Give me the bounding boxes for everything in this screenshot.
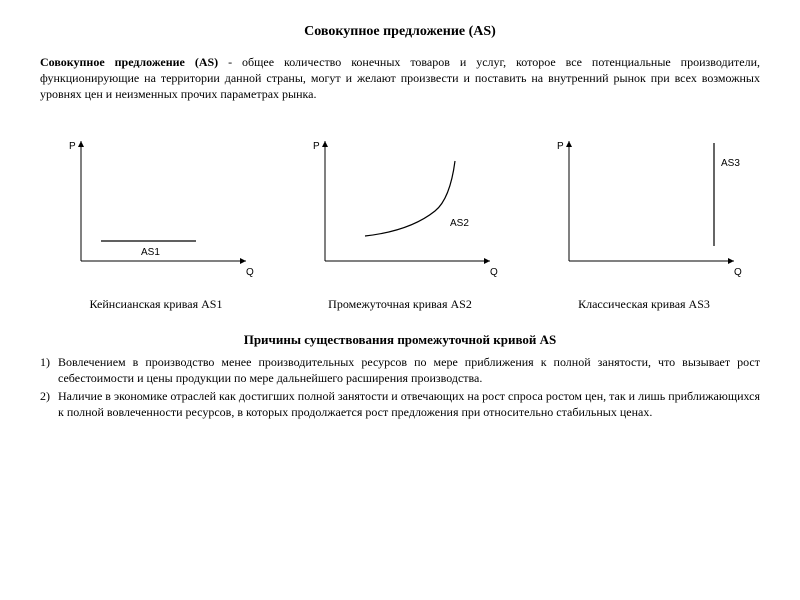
curve-label-as3: AS3	[721, 158, 740, 169]
page-title: Совокупное предложение (AS)	[40, 24, 760, 40]
chart-intermediate: P Q AS2 Промежуточная кривая AS2	[284, 131, 516, 312]
caption-as3: Классическая кривая AS3	[578, 297, 710, 312]
chart-keynesian: P Q AS1 Кейнсианская кривая AS1	[40, 131, 272, 312]
reasons-heading: Причины существования промежуточной крив…	[40, 332, 760, 348]
y-axis-label: P	[69, 141, 76, 152]
chart-classical: P Q AS3 Классическая кривая AS3	[528, 131, 760, 312]
definition-term: Совокупное предложение (AS)	[40, 55, 218, 69]
x-axis-label: Q	[734, 267, 742, 278]
reason-text: Наличие в экономике отраслей как достигш…	[58, 388, 760, 420]
curve-as2	[365, 161, 455, 236]
chart-svg-as3: P Q AS3	[539, 131, 749, 291]
x-axis-label: Q	[246, 267, 254, 278]
y-axis-label: P	[557, 141, 564, 152]
charts-row: P Q AS1 Кейнсианская кривая AS1 P Q AS2 …	[40, 131, 760, 312]
reason-item: 2) Наличие в экономике отраслей как дост…	[40, 388, 760, 420]
caption-as1: Кейнсианская кривая AS1	[90, 297, 223, 312]
y-axis-label: P	[313, 141, 320, 152]
chart-svg-as1: P Q AS1	[51, 131, 261, 291]
definition-paragraph: Совокупное предложение (AS) - общее коли…	[40, 54, 760, 103]
reason-text: Вовлечением в производство менее произво…	[58, 354, 760, 386]
chart-svg-as2: P Q AS2	[295, 131, 505, 291]
reason-number: 1)	[40, 354, 58, 386]
reason-number: 2)	[40, 388, 58, 420]
reason-item: 1) Вовлечением в производство менее прои…	[40, 354, 760, 386]
x-axis-label: Q	[490, 267, 498, 278]
curve-label-as1: AS1	[141, 247, 160, 258]
curve-label-as2: AS2	[450, 218, 469, 229]
reasons-list: 1) Вовлечением в производство менее прои…	[40, 354, 760, 421]
caption-as2: Промежуточная кривая AS2	[328, 297, 472, 312]
